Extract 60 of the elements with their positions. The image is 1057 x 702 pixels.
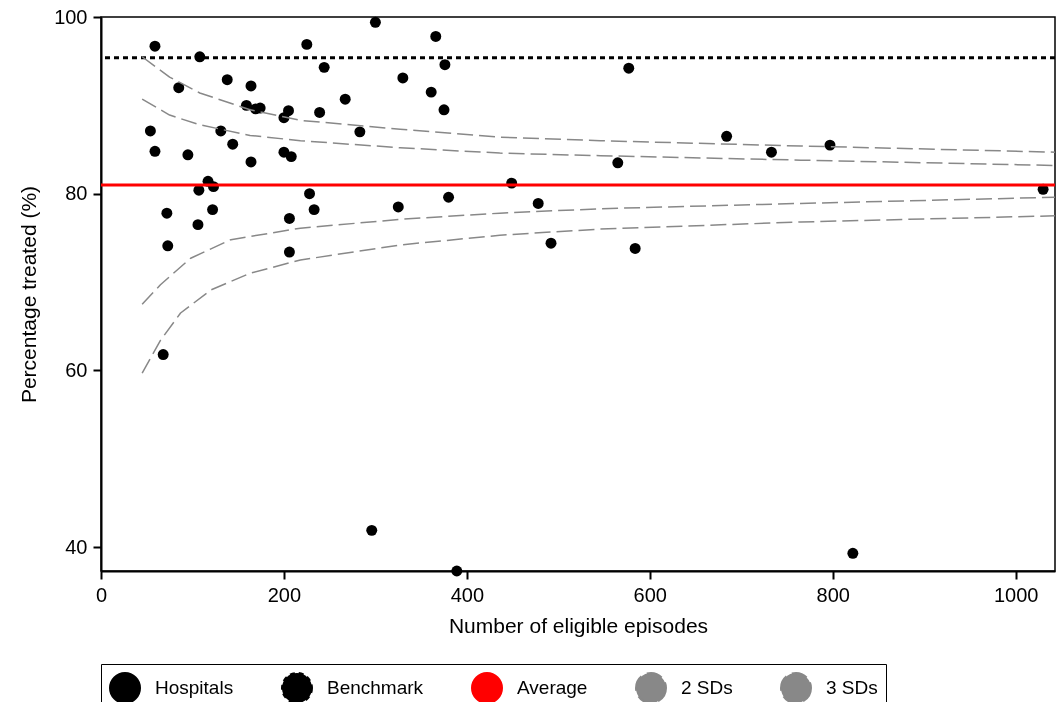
y-tick-label: 40 [65,535,88,558]
legend-label: 3 SDs [826,677,878,698]
x-tick-label: 0 [95,583,108,606]
point [304,188,316,200]
point [765,146,777,158]
x-tick-label: 800 [816,583,850,606]
legend-label: Average [517,677,588,698]
x-tick-label: 400 [450,583,485,606]
point [438,104,450,116]
point [207,204,219,216]
y-tick-label: 80 [65,182,88,205]
point [369,16,381,28]
point [545,237,557,249]
point [318,61,330,73]
point [162,240,174,252]
point [283,105,294,117]
x-axis-title: Number of eligible episodes [448,613,709,637]
point [425,86,437,98]
point [439,59,451,71]
point [308,204,320,216]
x-tick-label: 600 [633,583,667,606]
point [721,130,733,142]
point [285,151,297,163]
point [192,219,204,231]
point [392,201,404,213]
point [173,82,185,94]
legend-label: Hospitals [155,677,234,698]
point [283,246,295,258]
point [443,191,455,203]
point [245,80,257,92]
point [314,106,326,118]
point [157,349,169,360]
y-axis-title: Percentage treated (%) [17,185,41,404]
point [366,524,378,536]
point [397,72,409,84]
point [301,38,313,50]
point [532,197,544,209]
x-tick-label: 200 [267,583,302,606]
point [161,207,173,219]
point [144,125,156,137]
point [847,547,859,559]
point [182,149,194,161]
point [623,62,635,74]
point [612,157,624,169]
point [149,145,161,157]
point [354,126,366,138]
legend-label: 2 SDs [681,677,733,698]
point [629,243,641,254]
legend-label: Benchmark [327,677,424,698]
point [221,74,233,86]
point [227,138,239,150]
y-tick-label: 100 [54,5,88,28]
point [149,40,161,52]
y-tick-label: 60 [65,358,88,381]
x-tick-label: 1000 [993,583,1039,606]
point [283,212,295,224]
point [451,565,463,577]
point [430,30,442,42]
point [245,156,257,168]
point [339,93,351,105]
